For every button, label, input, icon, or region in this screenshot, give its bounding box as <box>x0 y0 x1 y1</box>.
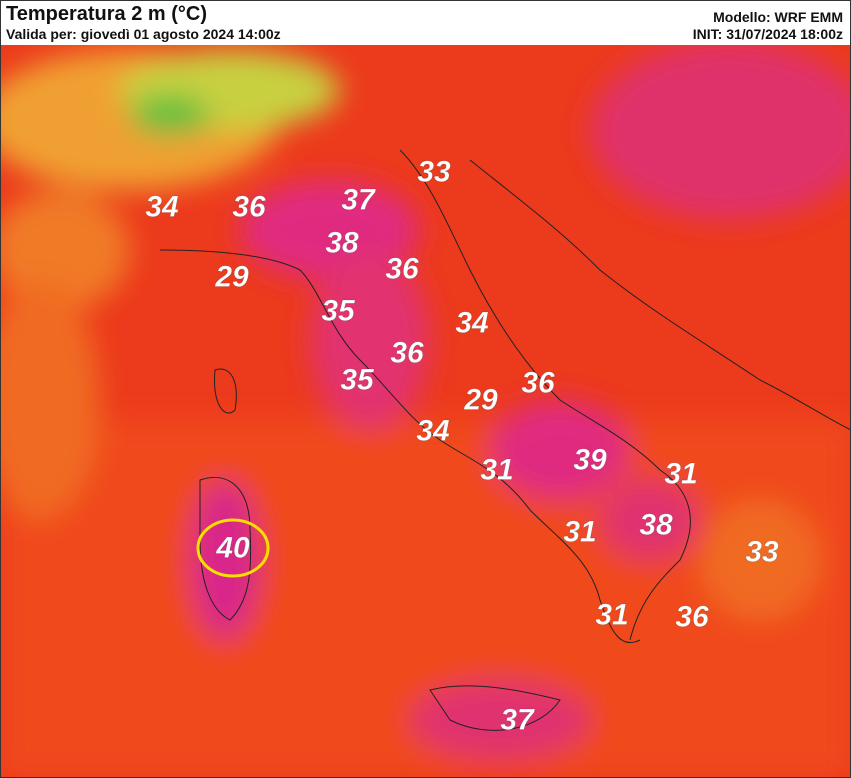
title: Temperatura 2 m (°C) <box>6 3 207 25</box>
temperature-label: 34 <box>455 307 489 340</box>
temperature-label: 29 <box>214 261 249 294</box>
header-bar: Temperatura 2 m (°C) Valida per: giovedì… <box>0 0 851 45</box>
highlight-ring <box>196 518 270 578</box>
model: Modello: WRF EMM <box>713 9 843 25</box>
temperature-label: 34 <box>416 415 450 448</box>
temperature-label: 31 <box>480 454 513 487</box>
valid-time: Valida per: giovedì 01 agosto 2024 14:00… <box>6 26 281 42</box>
coastlines <box>159 149 851 731</box>
temperature-label: 36 <box>385 253 419 286</box>
temperature-label: 36 <box>232 191 266 224</box>
temperature-label: 37 <box>341 184 376 217</box>
temperature-label: 36 <box>521 367 555 400</box>
temperature-label: 34 <box>145 191 179 224</box>
temperature-field <box>0 40 851 778</box>
temperature-label: 31 <box>595 599 628 632</box>
temperature-label: 38 <box>639 509 673 542</box>
temperature-label: 35 <box>340 364 375 397</box>
temperature-label: 39 <box>573 444 607 477</box>
temperature-label: 33 <box>417 156 451 189</box>
temperature-label: 36 <box>675 601 709 634</box>
temperature-label: 38 <box>325 227 359 260</box>
temperature-label: 35 <box>321 295 356 328</box>
temperature-label: 33 <box>745 536 779 569</box>
temperature-label: 36 <box>390 337 424 370</box>
temperature-label: 37 <box>500 704 535 737</box>
init-time: INIT: 31/07/2024 18:00z <box>693 26 843 42</box>
temperature-label: 29 <box>463 384 498 417</box>
temperature-label: 40 <box>215 532 250 565</box>
temperature-label: 31 <box>563 516 596 549</box>
temperature-label: 31 <box>664 458 697 491</box>
